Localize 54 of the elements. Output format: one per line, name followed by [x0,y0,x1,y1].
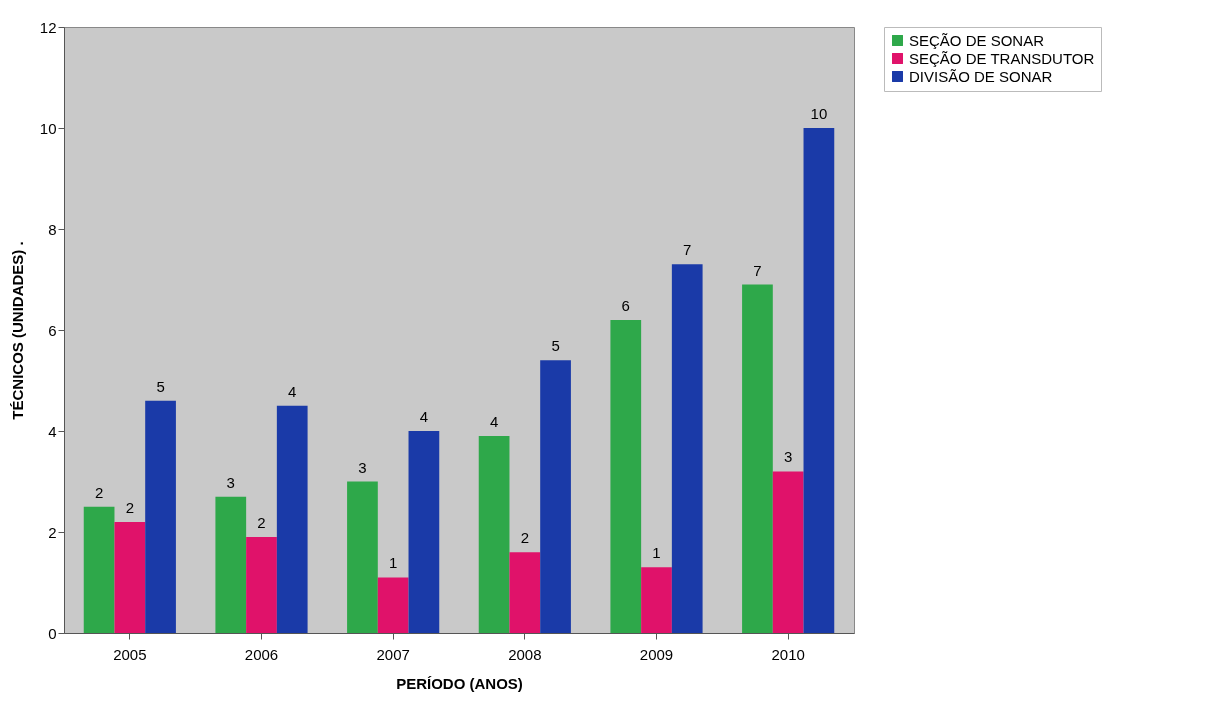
legend-label: SEÇÃO DE SONAR [909,31,1045,49]
bar [641,567,672,633]
data-label: 1 [388,554,398,572]
data-label: 6 [621,296,630,314]
y-tick-label: 4 [48,422,57,440]
x-tick-label: 2007 [376,645,410,663]
bar [742,284,773,633]
x-tick-label: 2009 [639,645,674,663]
data-label: 2 [257,514,266,532]
bar [671,264,703,633]
bar [114,521,146,633]
data-label: 2 [520,529,530,547]
bar [509,552,541,633]
y-tick-label: 10 [39,119,57,137]
legend-label: SEÇÃO DE TRANSDUTOR [909,49,1095,67]
data-label: 3 [783,448,793,466]
legend-label: DIVISÃO DE SONAR [909,67,1053,85]
data-label: 1 [652,544,661,562]
data-label: 2 [125,498,135,516]
data-label: 7 [683,241,692,259]
y-tick-label: 12 [39,18,57,36]
bar [215,496,247,633]
bar [145,400,176,633]
data-label: 3 [226,473,235,491]
data-label: 7 [753,261,762,279]
bar [408,431,440,633]
data-label: 4 [288,382,297,400]
bar [347,481,378,633]
data-label: 3 [358,458,367,476]
bar [772,471,804,633]
y-tick-label: 8 [48,220,57,238]
y-tick-label: 0 [48,624,57,642]
y-tick-label: 6 [48,321,57,339]
x-tick-label: 2008 [508,645,542,663]
x-tick-label: 2006 [244,645,279,663]
bar [276,405,308,633]
data-label: 5 [156,377,165,395]
y-axis-title: TÉCNICOS (UNIDADES) . [8,241,26,420]
data-label: 10 [810,105,828,122]
x-tick-label: 2010 [771,645,805,663]
bar [377,577,409,633]
x-tick-label: 2005 [113,645,147,663]
x-axis-title: PERÍODO (ANOS) [396,674,523,692]
data-label: 5 [551,337,560,355]
data-label: 4 [489,413,499,431]
data-label: 4 [419,408,429,425]
bar [540,360,571,633]
bar [83,506,115,633]
y-tick-label: 2 [48,523,57,541]
bar [478,436,510,633]
data-label: 2 [94,483,104,501]
bar [610,319,642,633]
bar [803,128,835,633]
bar [246,537,277,633]
